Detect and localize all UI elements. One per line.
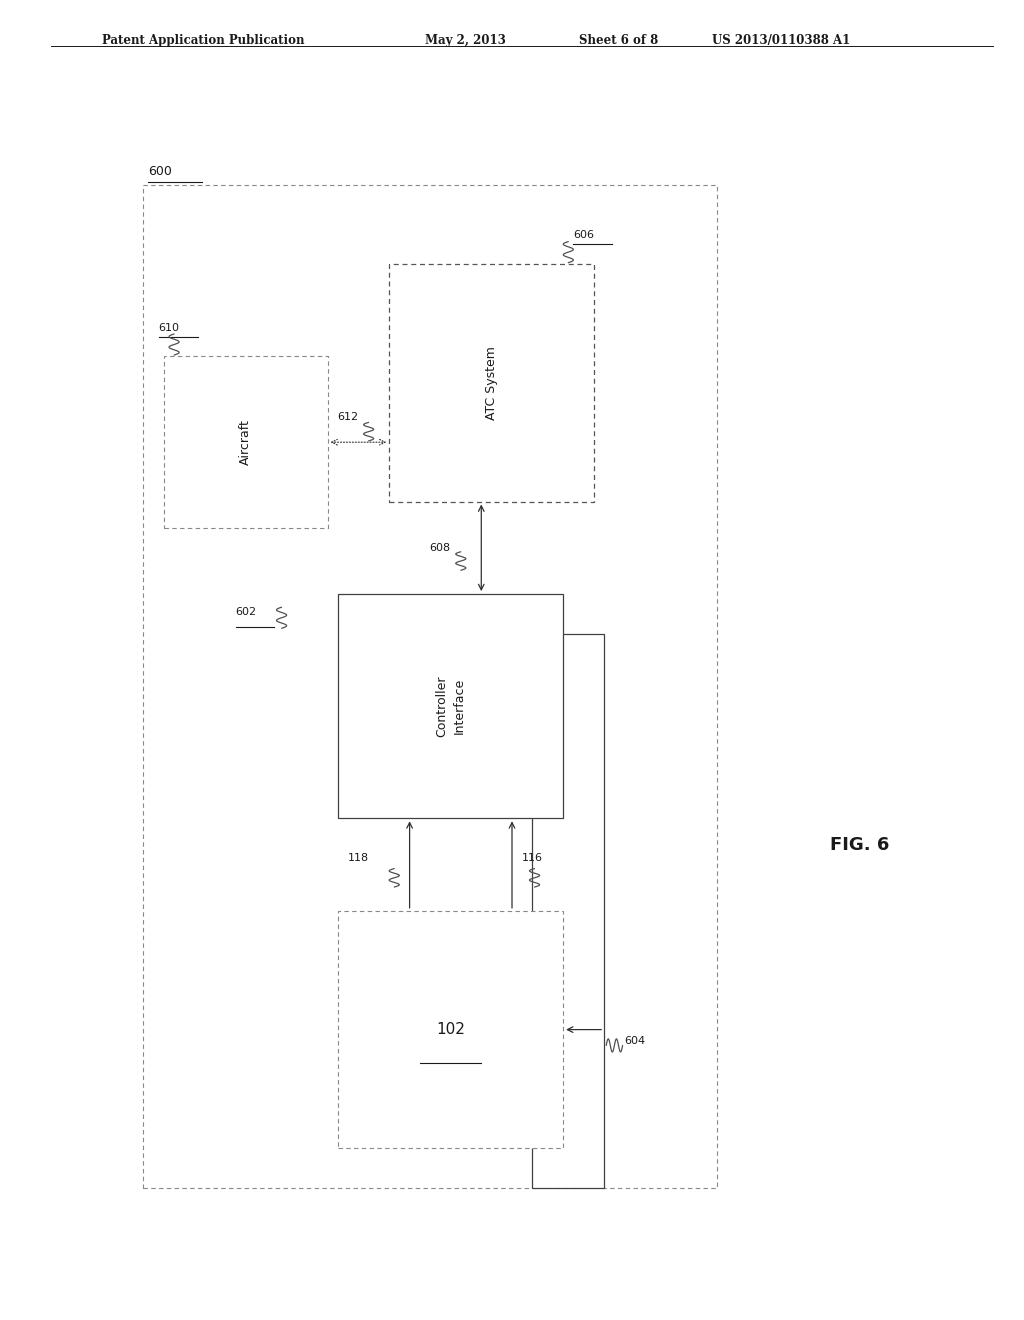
Text: 610: 610 bbox=[159, 322, 180, 333]
Text: 102: 102 bbox=[436, 1022, 465, 1038]
Bar bbox=[338, 911, 563, 1148]
Bar bbox=[143, 185, 717, 1188]
Text: 600: 600 bbox=[148, 165, 172, 178]
Text: 606: 606 bbox=[573, 230, 595, 240]
Text: Controller
Interface: Controller Interface bbox=[435, 676, 466, 737]
Text: 612: 612 bbox=[338, 412, 358, 422]
Text: US 2013/0110388 A1: US 2013/0110388 A1 bbox=[712, 34, 850, 48]
Text: 604: 604 bbox=[625, 1036, 646, 1047]
Text: Aircraft: Aircraft bbox=[240, 420, 252, 465]
Text: 116: 116 bbox=[522, 853, 544, 863]
Text: Patent Application Publication: Patent Application Publication bbox=[102, 34, 305, 48]
Text: FIG. 6: FIG. 6 bbox=[830, 836, 890, 854]
Bar bbox=[532, 634, 604, 1188]
Bar bbox=[164, 356, 328, 528]
Text: May 2, 2013: May 2, 2013 bbox=[425, 34, 506, 48]
Text: 602: 602 bbox=[236, 607, 257, 618]
Bar bbox=[389, 264, 594, 502]
Text: 608: 608 bbox=[429, 543, 451, 553]
Text: 118: 118 bbox=[347, 853, 369, 863]
Bar bbox=[338, 594, 563, 818]
Text: ATC System: ATC System bbox=[485, 346, 498, 420]
Text: Sheet 6 of 8: Sheet 6 of 8 bbox=[579, 34, 657, 48]
